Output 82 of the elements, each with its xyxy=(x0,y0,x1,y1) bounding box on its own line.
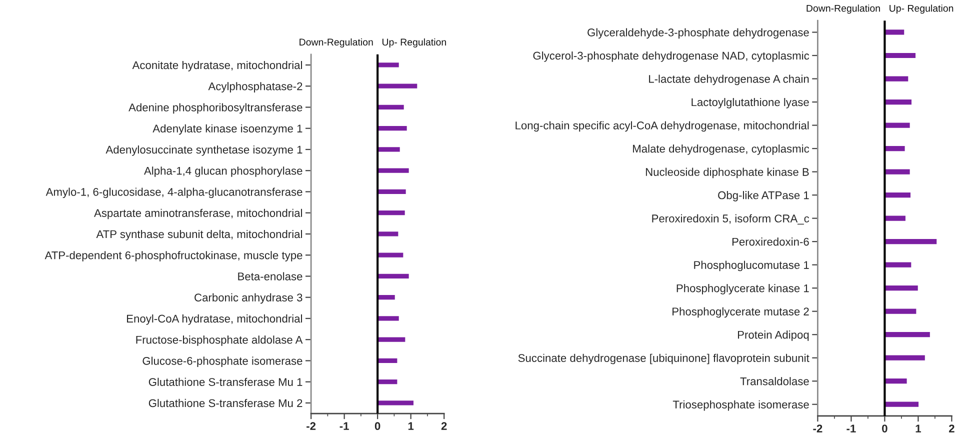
bar xyxy=(884,402,919,407)
bar xyxy=(378,232,398,236)
y-tick-label: Glutathione S-transferase Mu 2 xyxy=(148,398,302,408)
y-tick-label: Succinate dehydrogenase [ubiquinone] flavoprotein subunit xyxy=(518,354,810,364)
bar xyxy=(884,332,930,338)
bar xyxy=(884,216,906,221)
bar xyxy=(884,262,912,268)
y-tick-label: Obg-like ATPase 1 xyxy=(718,191,809,202)
y-tick-label: Adenylate kinase isoenzyme 1 xyxy=(152,124,302,135)
text: Down-Regulation xyxy=(806,4,880,14)
y-tick-label: Beta-enolase xyxy=(238,272,302,280)
bar xyxy=(378,358,398,364)
bar xyxy=(378,274,409,279)
bar xyxy=(378,210,405,216)
y-tick-label: Malate dehydrogenase, cytoplasmic xyxy=(633,144,810,155)
text: Down-Regulation xyxy=(300,38,373,48)
bar xyxy=(378,295,395,300)
x-tick-label: 0 xyxy=(374,422,380,430)
y-tick-label: Carbonic anhydrase 3 xyxy=(194,293,302,304)
y-tick-label: Aspartate aminotransferase, mitochondrial xyxy=(94,208,302,220)
bar xyxy=(884,355,925,360)
y-tick-label: L-lactate dehydrogenase A chain xyxy=(649,74,809,86)
x-tick-label: -2 xyxy=(306,422,316,430)
y-tick-label: Long-chain specific acyl-CoA dehydrogenase, mitochondrial xyxy=(516,121,809,132)
bar xyxy=(378,62,399,68)
text: Up- Regulation xyxy=(382,38,446,48)
x-tick-label: 0 xyxy=(882,424,888,432)
bar xyxy=(378,400,414,406)
bar xyxy=(378,380,398,384)
y-tick-label: Triosephosphate isomerase xyxy=(672,400,809,411)
text: Up- Regulation xyxy=(890,4,954,14)
bar xyxy=(884,169,910,174)
bar xyxy=(378,126,407,131)
y-tick-label: Aconitate hydratase, mitochondrial xyxy=(132,60,302,72)
y-tick-label: Glucose-6-phosphate isomerase xyxy=(142,356,302,368)
bar xyxy=(378,316,399,321)
y-tick-label: Enoyl-CoA hydratase, mitochondrial xyxy=(127,314,302,325)
y-tick-label: Adenylosuccinate synthetase isozyme 1 xyxy=(106,145,302,156)
y-tick-label: ATP-dependent 6-phosphofructokinase, muscle type xyxy=(44,251,302,262)
bar xyxy=(884,99,912,105)
bar xyxy=(378,168,409,173)
bar xyxy=(378,104,404,110)
bar xyxy=(884,30,904,35)
x-tick-label: 2 xyxy=(441,422,447,430)
bar xyxy=(378,252,404,258)
y-tick-label: Protein Adipoq xyxy=(738,330,809,341)
y-tick-label: Amylo-1, 6-glucosidase, 4-alpha-glucanotransferase xyxy=(46,188,302,198)
y-tick-label: Lactoylglutathione lyase xyxy=(692,98,809,108)
bar xyxy=(378,84,418,88)
bar xyxy=(378,189,406,194)
bar xyxy=(378,337,406,342)
y-tick-label: Alpha-1,4 glucan phosphorylase xyxy=(144,166,302,177)
bar xyxy=(884,52,916,58)
y-tick-label: Peroxiredoxin 5, isoform CRA_c xyxy=(652,214,810,225)
y-tick-label: Acylphosphatase-2 xyxy=(208,82,302,92)
bar xyxy=(378,147,400,152)
y-tick-label: Peroxiredoxin-6 xyxy=(732,238,809,246)
y-tick-label: Phosphoglycerate kinase 1 xyxy=(676,284,809,294)
x-tick-label: -2 xyxy=(813,424,822,432)
bar xyxy=(884,122,910,128)
x-tick-label: 2 xyxy=(948,424,954,432)
bar xyxy=(884,286,918,291)
x-tick-label: -1 xyxy=(846,424,856,432)
y-tick-label: Glutathione S-transferase Mu 1 xyxy=(148,378,302,386)
y-tick-label: Nucleoside diphosphate kinase B xyxy=(646,168,809,178)
bar xyxy=(884,239,937,244)
bar xyxy=(884,192,910,198)
y-tick-label: Transaldolase xyxy=(740,377,809,386)
bar xyxy=(884,308,916,314)
bar xyxy=(884,378,907,384)
x-tick-label: -1 xyxy=(340,422,349,430)
x-tick-label: 1 xyxy=(408,422,414,430)
bar xyxy=(884,146,905,152)
y-tick-label: Phosphoglycerate mutase 2 xyxy=(672,307,809,318)
y-tick-label: Phosphoglucomutase 1 xyxy=(694,260,809,272)
y-tick-label: Adenine phosphoribosyltransferase xyxy=(128,103,302,114)
y-tick-label: ATP synthase subunit delta, mitochondrial xyxy=(96,230,302,240)
y-tick-label: Glycerol-3-phosphate dehydrogenase NAD, cytoplasmic xyxy=(533,51,810,62)
bar xyxy=(884,76,908,82)
x-tick-label: 1 xyxy=(916,424,921,432)
y-tick-label: Glyceraldehyde-3-phosphate dehydrogenase xyxy=(588,28,809,39)
y-tick-label: Fructose-bisphosphate aldolase A xyxy=(136,336,303,346)
